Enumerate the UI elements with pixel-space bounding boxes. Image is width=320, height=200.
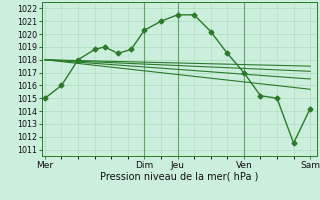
X-axis label: Pression niveau de la mer( hPa ): Pression niveau de la mer( hPa ) bbox=[100, 171, 258, 181]
